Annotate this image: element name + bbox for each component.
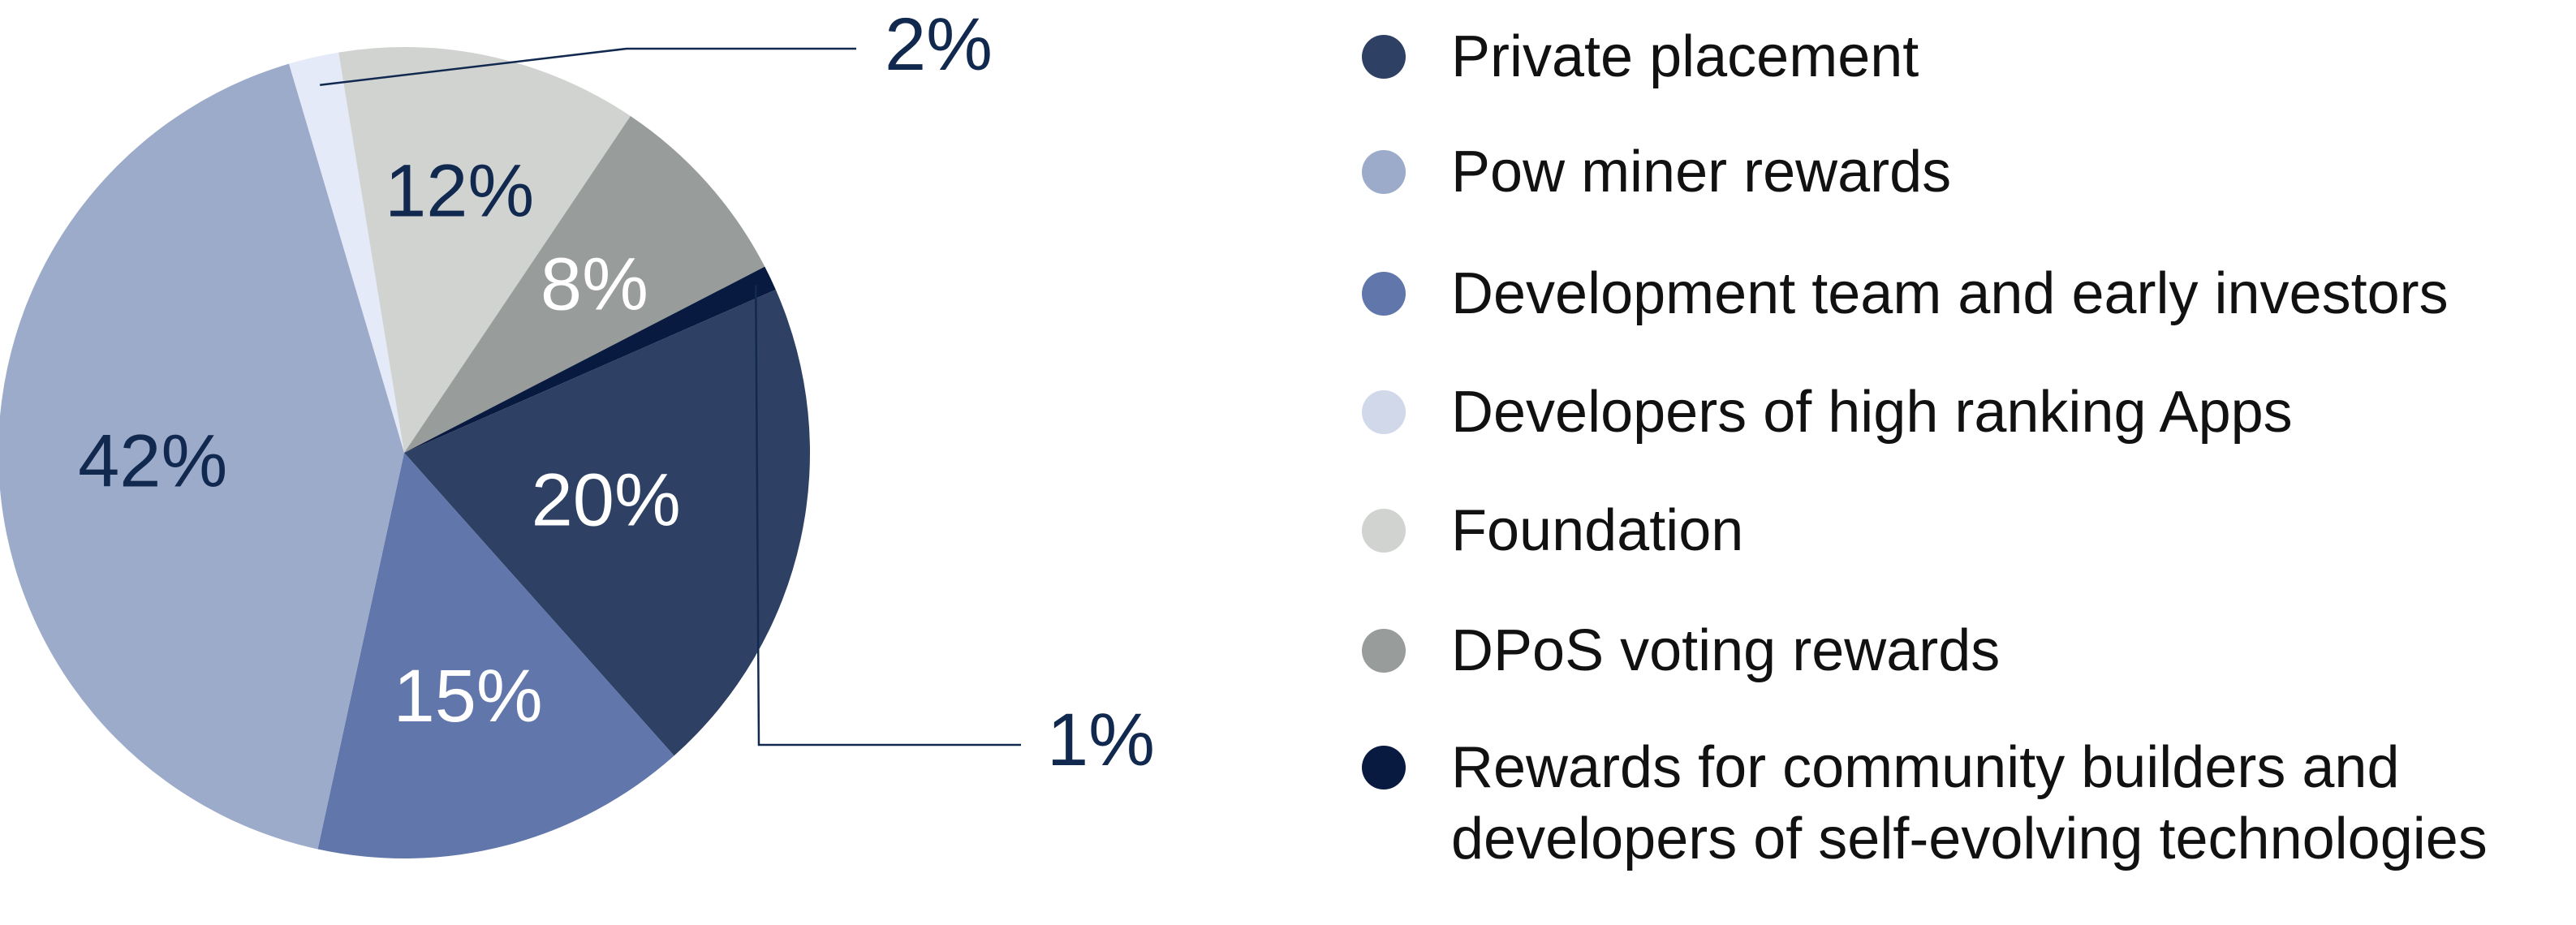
slice-label-15pct: 15% — [394, 655, 543, 738]
leader-line-1pct — [754, 285, 1021, 746]
pie-slice-15pct — [317, 453, 674, 858]
pie-slice-20pct — [404, 290, 810, 756]
legend-label-7-line-1: Rewards for community builders and — [1451, 735, 2400, 800]
legend-swatch-5 — [1362, 509, 1406, 553]
leader-lines — [320, 47, 1021, 746]
legend-label-7-line-2: developers of self-evolving technologies — [1451, 807, 2488, 871]
legend-label-4: Developers of high ranking Apps — [1451, 380, 2293, 445]
legend-swatch-2 — [1362, 150, 1406, 194]
slice-label-20pct: 20% — [532, 459, 681, 542]
legend-label-5: Foundation — [1451, 498, 1743, 563]
legend: Private placement Pow miner rewards Develo… — [1362, 24, 2488, 871]
legend-swatch-6 — [1362, 629, 1406, 673]
pie-slice-2pct — [288, 52, 404, 453]
slice-label-12pct: 12% — [385, 149, 534, 232]
pie-slice-12pct — [338, 46, 631, 453]
legend-swatch-3 — [1362, 272, 1406, 316]
legend-label-1: Private placement — [1451, 24, 1919, 89]
slice-label-2pct: 2% — [885, 3, 993, 86]
slice-label-8pct: 8% — [541, 243, 648, 325]
pie-slice-8pct — [404, 115, 765, 454]
legend-swatch-1 — [1362, 35, 1406, 79]
legend-swatch-7 — [1362, 746, 1406, 789]
pie-slices — [0, 46, 810, 858]
legend-swatch-4 — [1362, 390, 1406, 434]
slice-label-42pct: 42% — [78, 420, 227, 503]
legend-label-6: DPoS voting rewards — [1451, 618, 2000, 683]
slice-labels: 2% 12%8% 1% 20% 15% 42% — [78, 3, 1155, 781]
pie-slice-1pct — [404, 266, 776, 453]
legend-label-3: Development team and early investors — [1451, 261, 2449, 326]
leader-line-2pct — [320, 47, 856, 86]
slice-label-1pct: 1% — [1047, 699, 1155, 781]
pie-slice-42pct — [0, 63, 404, 850]
legend-label-2: Pow miner rewards — [1451, 140, 1951, 204]
